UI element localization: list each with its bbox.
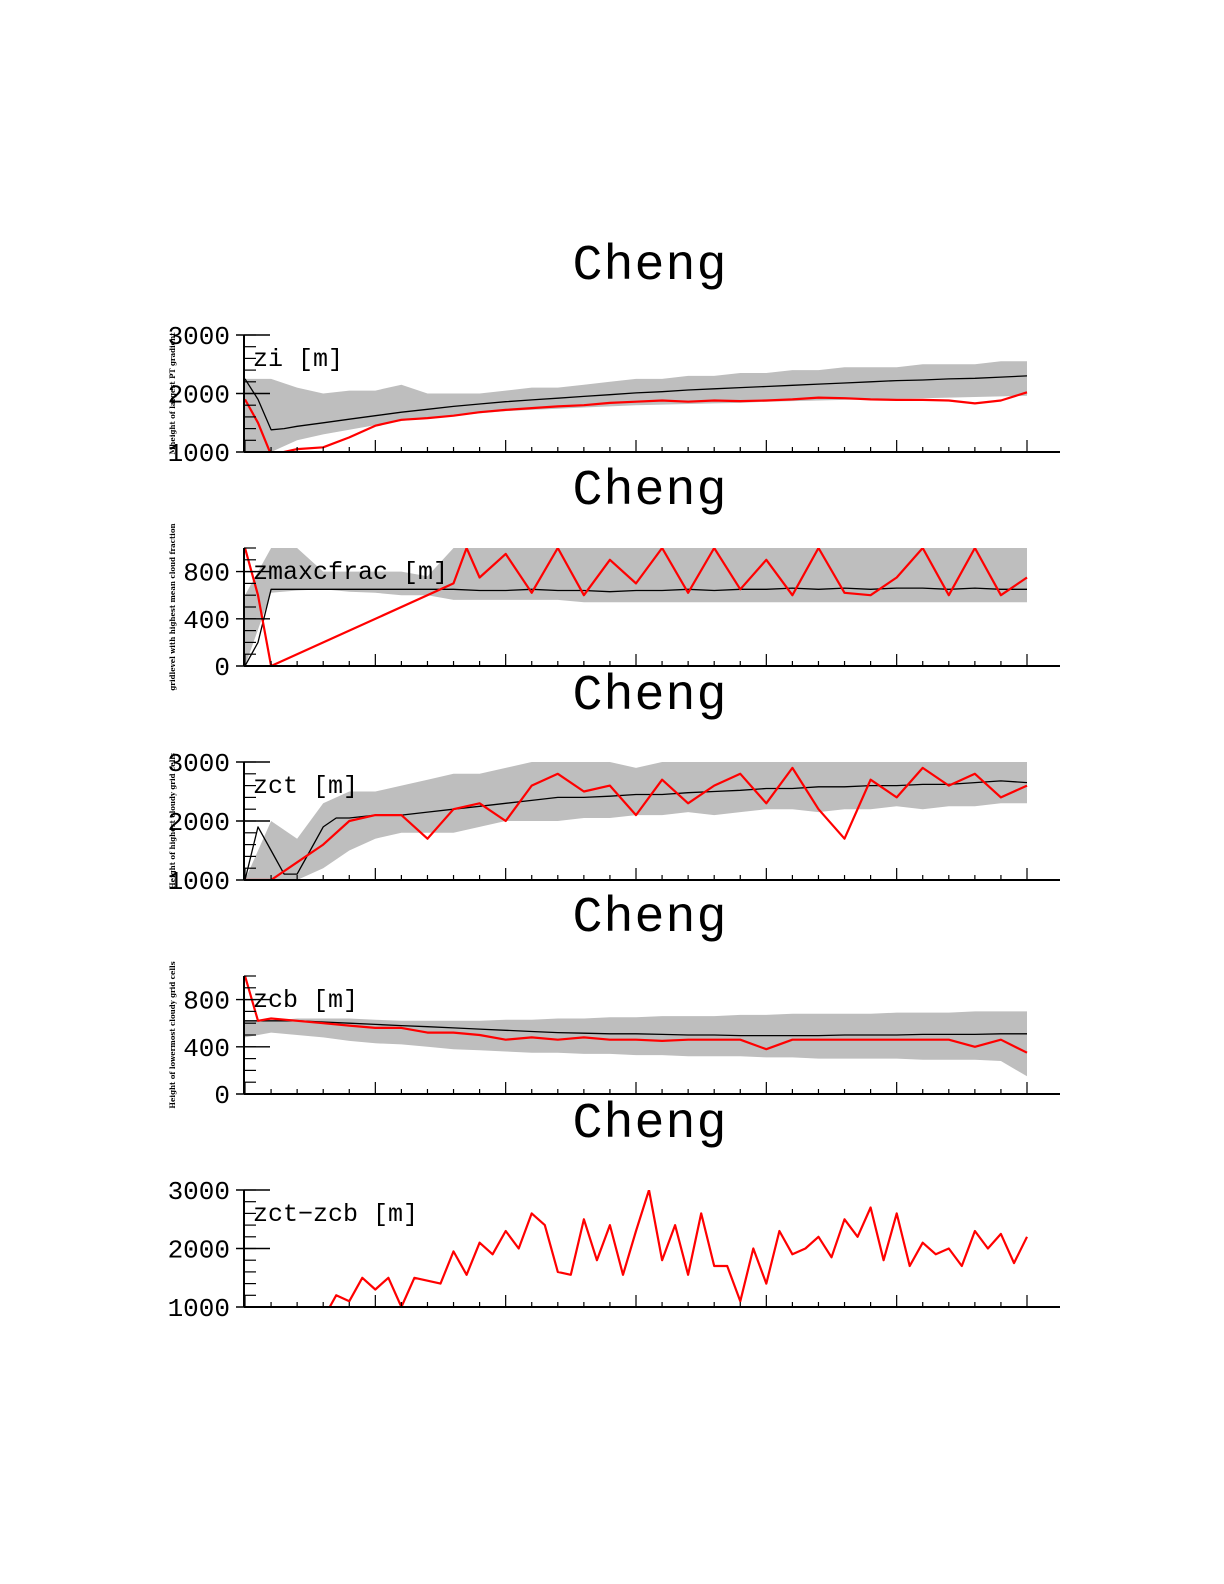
y-axis-label: Height of highest cloudy grid cells (168, 753, 177, 889)
y-tick-label: 800 (183, 559, 230, 589)
panel-variable-label: zi [m] (253, 345, 343, 374)
ensemble-mean-line (245, 1020, 1027, 1037)
chart-panel-5: 1000 2000 3000 zct−zcb [m] (168, 1177, 1060, 1324)
y-tick-label: 400 (183, 1034, 230, 1064)
y-tick-label: 2000 (168, 808, 230, 838)
plot-area (244, 976, 1028, 1077)
observed-line (244, 976, 1028, 1054)
y-tick-label: 800 (183, 987, 230, 1017)
y-tick-label: 1000 (168, 867, 230, 897)
ensemble-spread-band (245, 548, 1027, 666)
y-tick-label: 1000 (168, 439, 230, 469)
observed-line (244, 391, 1028, 452)
y-tick-label: 2000 (168, 381, 230, 411)
chart-panel-3: 1000 2000 3000 zct [m] Height of highest clo… (168, 749, 1060, 897)
panel-title-1: Cheng (572, 238, 728, 295)
y-tick-label: 400 (183, 606, 230, 636)
y-axis-label: gridlevel with highest mean cloud fracti… (168, 523, 177, 690)
ensemble-spread-band (245, 1011, 1027, 1077)
y-axis-label: Height of lowermost cloudy grid cells (168, 961, 177, 1108)
chart-panel-4: 0 400 800 zcb [m] Height of lowermost cloudy… (168, 961, 1060, 1111)
observed-line (244, 548, 1028, 666)
panel-variable-label: zcb [m] (253, 986, 358, 1015)
ensemble-spread-band (245, 361, 1027, 452)
plot-area (328, 1190, 1028, 1307)
observed-line (328, 1190, 1028, 1307)
panel-variable-label: zmaxcfrac [m] (253, 558, 448, 587)
y-tick-label: 0 (214, 1081, 230, 1111)
ensemble-spread-band (245, 762, 1027, 880)
panel-title-2: Cheng (572, 463, 728, 520)
y-tick-label: 2000 (168, 1236, 230, 1266)
panel-title-4: Cheng (572, 890, 728, 947)
y-tick-label: 3000 (168, 322, 230, 352)
ensemble-mean-line (244, 375, 1028, 431)
plot-area (244, 762, 1028, 880)
panel-variable-label: zct−zcb [m] (253, 1200, 418, 1229)
ensemble-mean-line (244, 587, 1027, 666)
chart-panel-2: 0 400 800 zmaxcfrac [m] gridlevel with highe… (168, 523, 1060, 691)
panel-title-5: Cheng (572, 1096, 728, 1153)
y-tick-label: 0 (214, 653, 230, 683)
y-tick-label: 3000 (168, 1177, 230, 1207)
panel-variable-label: zct [m] (253, 772, 358, 801)
y-tick-label: 1000 (168, 1294, 230, 1324)
panel-title-3: Cheng (572, 668, 728, 725)
y-axis-label: Mheight of largest PT gradient (168, 332, 177, 455)
chart-panel-1: 1000 2000 3000 zi [m] Mheight of largest PT … (168, 322, 1060, 469)
observed-line (245, 766, 1028, 880)
plot-area (244, 361, 1028, 452)
plot-area (244, 548, 1028, 666)
y-tick-label: 3000 (168, 749, 230, 779)
